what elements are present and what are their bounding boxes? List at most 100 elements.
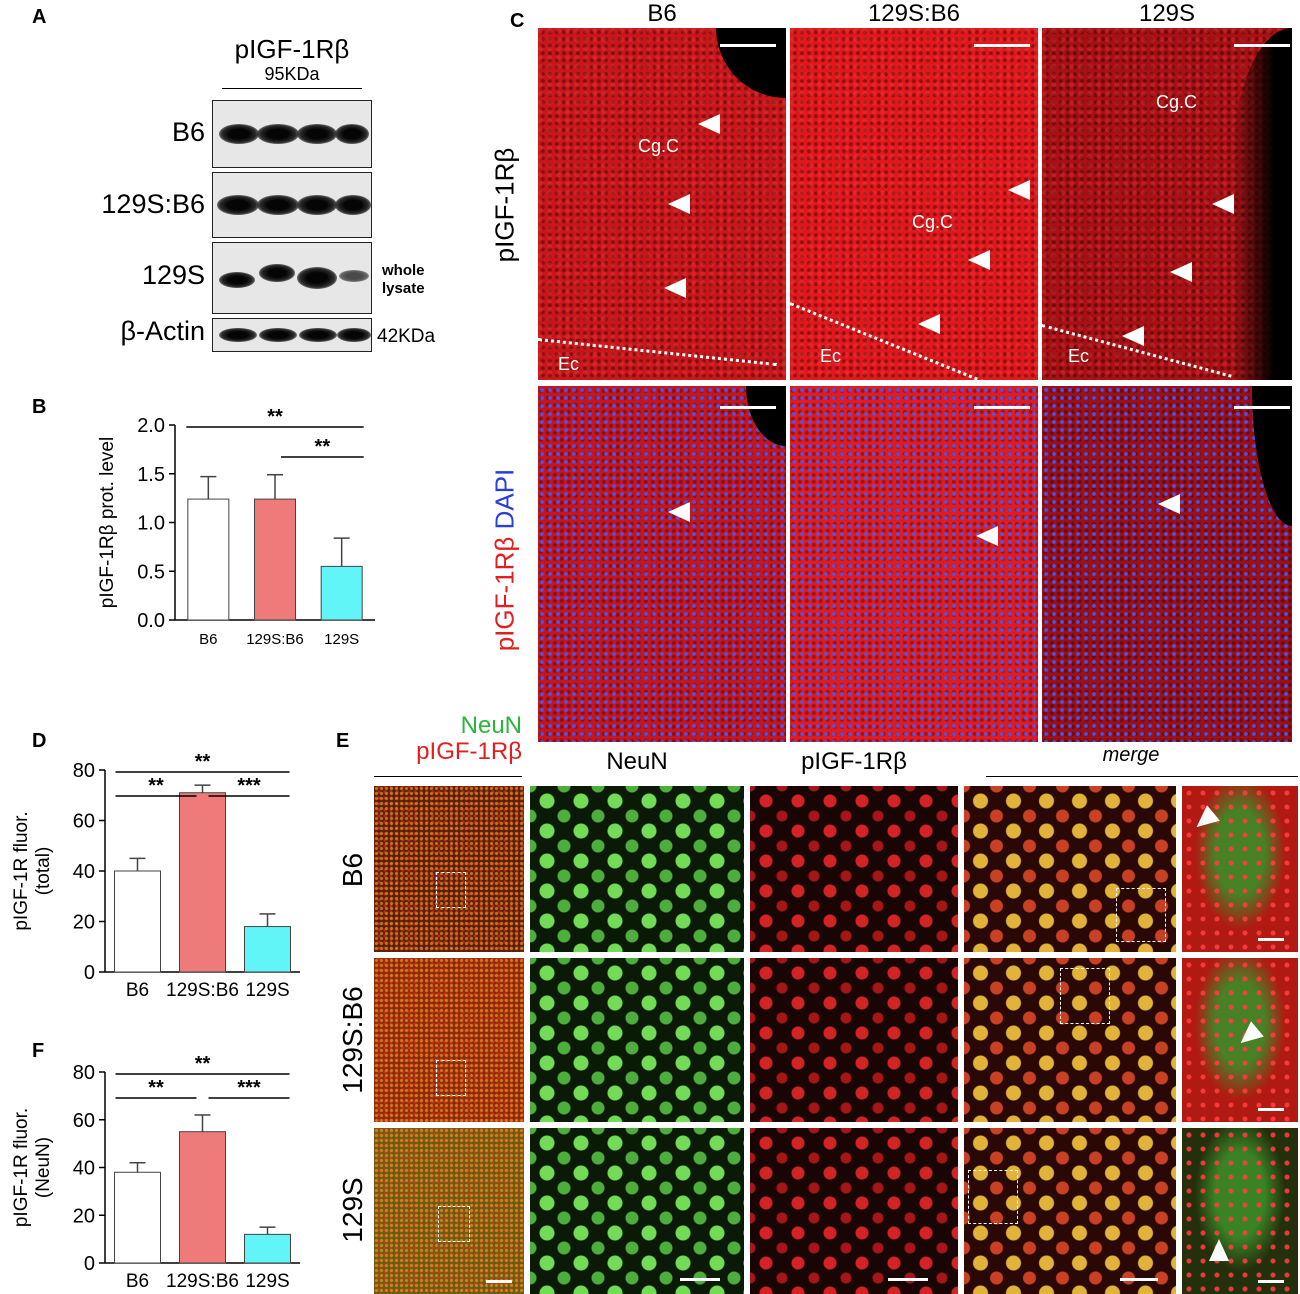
blot-band xyxy=(297,124,337,144)
label-cgc: Cg.C xyxy=(912,212,954,232)
blot-strip-b6 xyxy=(212,100,372,168)
blot-row-label-actin: β-Actin xyxy=(120,316,205,346)
y-tick-label: 0.5 xyxy=(137,561,165,583)
panel-e-row-label-129sb6-text: 129S:B6 xyxy=(337,986,368,1094)
y-axis-label: pIGF-1R fluor. xyxy=(11,811,32,930)
arrowhead-icon xyxy=(1212,194,1234,214)
bar xyxy=(179,1131,226,1264)
blot-band xyxy=(339,270,369,282)
micrograph-e-129sb6-overview xyxy=(374,958,524,1122)
y-axis-label: (NeuN) xyxy=(33,1137,54,1198)
category-label: 129S xyxy=(245,1271,289,1292)
zoom-region-box xyxy=(1116,888,1166,942)
micrograph-e-129s-zoom xyxy=(1182,1128,1298,1294)
panel-label-c: C xyxy=(510,10,525,32)
micrograph-e-129s-overview xyxy=(374,1128,524,1294)
y-axis-label: pIGF-1R fluor. xyxy=(11,1108,32,1227)
y-axis-label: pIGF-1Rβ prot. level xyxy=(97,437,118,608)
panel-c-row-label-red: pIGF-1Rβ xyxy=(489,536,520,652)
blot-band xyxy=(297,195,337,215)
panel-e-row-label-b6: B6 xyxy=(337,853,369,887)
blot-band xyxy=(259,328,297,342)
scale-bar xyxy=(888,1278,928,1281)
micrograph-c-b6-pigf: Cg.C Ec xyxy=(538,28,786,380)
panel-label-d: D xyxy=(32,730,47,752)
significance-label: ** xyxy=(267,406,283,428)
panel-c-header-129sb6: 129S:B6 xyxy=(867,0,961,27)
micrograph-e-129s-neun xyxy=(530,1128,744,1294)
scale-bar xyxy=(680,1278,720,1281)
panel-c-row-label-top: pIGF-1Rβ xyxy=(490,148,521,263)
y-tick-label: 1.5 xyxy=(137,464,165,486)
label-cgc: Cg.C xyxy=(638,136,680,156)
blot-note-lysate: lysate xyxy=(382,280,425,297)
label-cgc: Cg.C xyxy=(1156,92,1198,112)
blot-band xyxy=(259,264,295,282)
blot-title: pIGF-1Rβ xyxy=(234,34,350,64)
blot-strip-129s xyxy=(212,242,372,314)
panel-e-header-pigf: pIGF-1Rβ xyxy=(801,748,907,775)
micrograph-e-129sb6-zoom xyxy=(1182,958,1298,1122)
scale-bar xyxy=(720,406,776,409)
zoom-region-box xyxy=(968,1170,1018,1224)
bar xyxy=(320,565,363,621)
blot-mw-line xyxy=(222,88,362,89)
blot-strip-actin xyxy=(212,318,372,352)
arrowhead-icon xyxy=(1190,805,1220,835)
category-label: 129S:B6 xyxy=(166,1271,239,1292)
micrograph-e-b6-neun xyxy=(530,786,744,952)
panel-label-a: A xyxy=(32,6,47,28)
significance-label: ** xyxy=(315,436,331,458)
y-axis-label: (total) xyxy=(33,847,54,896)
micrograph-e-b6-overview xyxy=(374,786,524,952)
micrograph-e-b6-merge xyxy=(964,786,1176,952)
scale-bar xyxy=(486,1280,512,1283)
category-label: B6 xyxy=(199,631,217,648)
arrowhead-icon xyxy=(1122,326,1144,346)
panel-c-row-label-bottom: pIGF-1Rβ DAPI xyxy=(490,469,521,652)
panel-e-row-label-129s: 129S xyxy=(337,1177,369,1242)
scale-bar xyxy=(974,44,1030,47)
y-tick-label: 80 xyxy=(73,1062,95,1084)
panel-label-f: F xyxy=(32,1040,45,1062)
y-tick-label: 20 xyxy=(73,1205,95,1227)
micrograph-e-129sb6-merge xyxy=(964,958,1176,1122)
micrograph-e-129sb6-pigf xyxy=(750,958,958,1122)
zoom-region-box xyxy=(438,1206,470,1242)
arrowhead-icon xyxy=(1158,494,1180,514)
dark-corner xyxy=(716,28,786,98)
micrograph-e-129s-pigf xyxy=(750,1128,958,1294)
dark-corner xyxy=(1232,28,1292,380)
bar xyxy=(187,498,230,621)
zoom-region-box xyxy=(436,1060,466,1096)
arrowhead-icon xyxy=(1170,262,1192,282)
scale-bar xyxy=(1258,1280,1284,1283)
panel-e-row-label-129s-text: 129S xyxy=(337,1177,368,1243)
y-tick-label: 0.0 xyxy=(137,610,165,632)
scale-bar xyxy=(1258,938,1284,941)
blot-band xyxy=(219,328,257,342)
bar xyxy=(179,792,226,973)
blot-band xyxy=(217,195,259,215)
arrowhead-icon xyxy=(668,502,690,522)
category-label: 129S:B6 xyxy=(166,980,239,1000)
category-label: 129S xyxy=(245,980,289,1000)
bar xyxy=(244,1233,291,1264)
arrowhead-icon xyxy=(1008,180,1030,200)
scale-bar xyxy=(974,406,1030,409)
y-tick-label: 2.0 xyxy=(137,415,165,437)
significance-label: ** xyxy=(148,775,164,797)
y-tick-label: 80 xyxy=(73,760,95,782)
panel-c-row-label-top-text: pIGF-1Rβ xyxy=(489,147,520,263)
bar-chart-d: 0 20 40 60 80 pIGF-1R fluor. (total) B6 129S:B6 1… xyxy=(11,751,300,1000)
blot-row-label-b6: B6 xyxy=(171,117,205,147)
y-tick-label: 20 xyxy=(73,912,95,934)
category-label: 129S:B6 xyxy=(246,631,304,648)
blot-row-label-129sb6: 129S:B6 xyxy=(101,189,205,219)
micrograph-c-129sb6-pigf: Cg.C Ec xyxy=(790,28,1038,380)
bar xyxy=(114,870,161,973)
panel-e-row-label-129sb6: 129S:B6 xyxy=(337,986,369,1093)
blot-strip-129sb6 xyxy=(212,172,372,238)
dark-corner xyxy=(746,386,786,446)
y-tick-label: 40 xyxy=(73,1158,95,1180)
